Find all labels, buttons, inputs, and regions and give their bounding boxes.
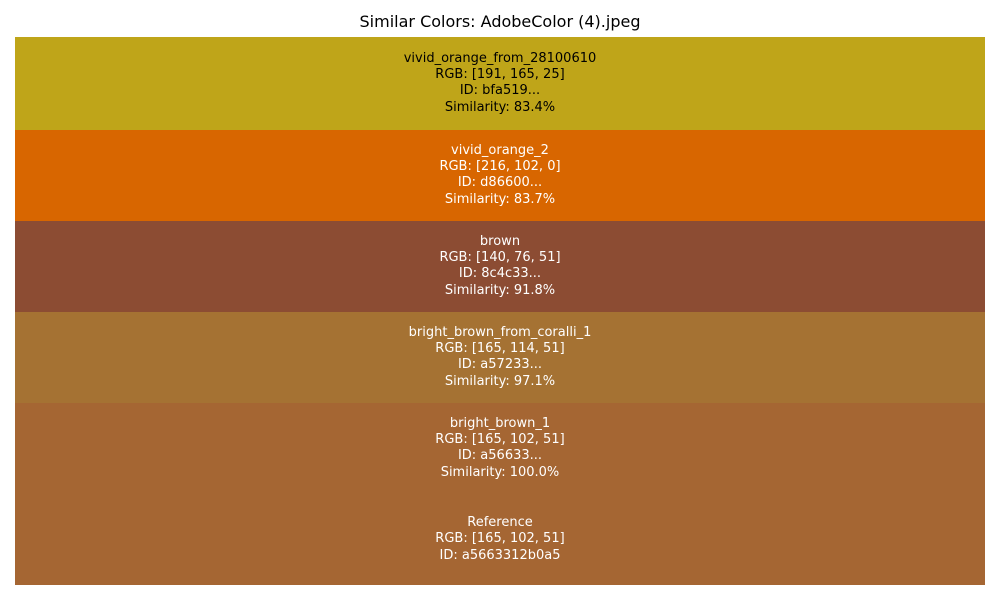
swatch-id: ID: bfa519... [459, 83, 541, 99]
swatch-rgb: RGB: [140, 76, 51] [439, 250, 561, 266]
swatch-rgb: RGB: [165, 102, 51] [435, 531, 565, 547]
swatch-labels: bright_brown_1 RGB: [165, 102, 51] ID: a56… [15, 416, 985, 481]
swatch-name: vivid_orange_from_28100610 [403, 50, 597, 66]
swatch-rgb: RGB: [165, 102, 51] [435, 432, 565, 448]
swatch-name: vivid_orange_2 [451, 142, 549, 158]
color-swatch [15, 403, 985, 494]
swatch-id: ID: a57233... [457, 357, 543, 373]
color-swatch [15, 37, 985, 130]
color-swatch-stack: vivid_orange_from_28100610 RGB: [191, 165… [15, 37, 985, 585]
swatch-rgb: RGB: [191, 165, 25] [435, 67, 565, 83]
swatch-id: ID: 8c4c33... [458, 266, 542, 282]
swatch-id: ID: a56633... [457, 448, 543, 464]
swatch-name: bright_brown_1 [449, 415, 551, 431]
swatch-id: ID: a5663312b0a5 [439, 547, 561, 563]
swatch-rgb: RGB: [165, 114, 51] [435, 341, 565, 357]
swatch-similarity: Similarity: 97.1% [444, 373, 556, 389]
swatch-similarity: Similarity: 100.0% [440, 464, 560, 480]
swatch-id: ID: d86600... [457, 175, 543, 191]
swatch-name: brown [479, 233, 521, 249]
swatch-labels: brown RGB: [140, 76, 51] ID: 8c4c33... Simi… [15, 234, 985, 299]
color-swatch [15, 312, 985, 403]
swatch-labels: vivid_orange_from_28100610 RGB: [191, 165… [15, 51, 985, 116]
swatch-name: bright_brown_from_coralli_1 [408, 324, 592, 340]
swatch-similarity: Similarity: 83.4% [444, 99, 556, 115]
swatch-labels: vivid_orange_2 RGB: [216, 102, 0] ID: d866… [15, 143, 985, 208]
swatch-similarity: Similarity: 83.7% [444, 191, 556, 207]
reference-swatch [15, 494, 985, 585]
color-swatch [15, 221, 985, 312]
swatch-labels: Reference RGB: [165, 102, 51] ID: a5663312… [15, 515, 985, 564]
swatch-name: Reference [467, 515, 533, 531]
chart-title: Similar Colors: AdobeColor (4).jpeg [359, 12, 641, 31]
color-swatch [15, 130, 985, 221]
swatch-similarity: Similarity: 91.8% [444, 282, 556, 298]
swatch-rgb: RGB: [216, 102, 0] [439, 159, 561, 175]
swatch-labels: bright_brown_from_coralli_1 RGB: [165, 11… [15, 325, 985, 390]
